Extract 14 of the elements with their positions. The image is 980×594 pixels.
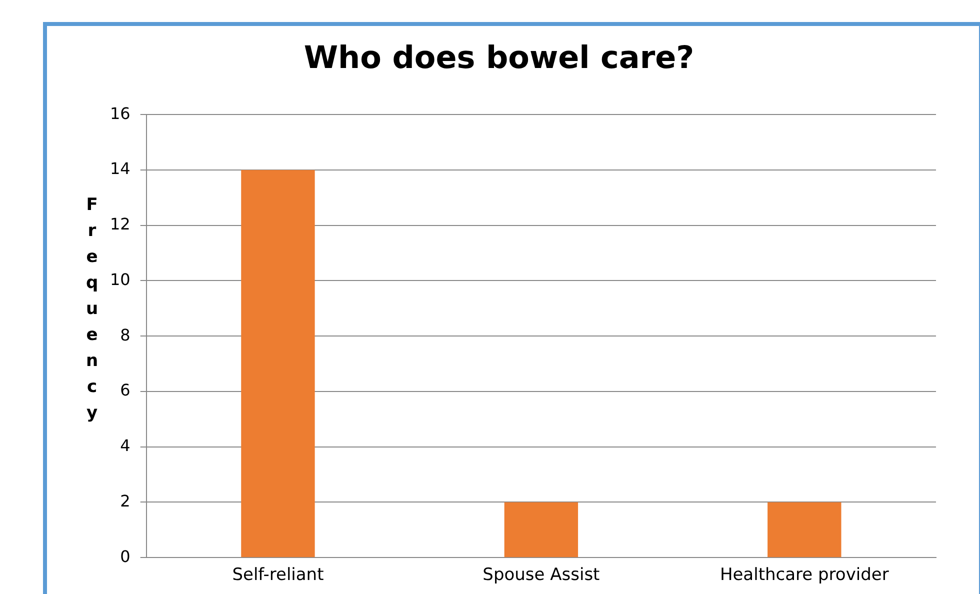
- y-tick-label: 8: [120, 325, 130, 344]
- y-tick-label: 0: [120, 546, 130, 566]
- y-tick-label: 16: [110, 104, 130, 123]
- chart-title: Who does bowel care?: [302, 40, 696, 76]
- y-tick-label: 12: [110, 214, 130, 234]
- y-tick-label: 14: [110, 159, 130, 178]
- y-tick-label: 4: [120, 436, 130, 456]
- x-tick-label: Spouse Assist: [482, 565, 600, 586]
- text: Frequency: [86, 195, 98, 423]
- y-tick-label: 10: [110, 270, 130, 289]
- x-tick-label: Self-reliant: [232, 565, 324, 586]
- y-tick-label: 6: [120, 380, 130, 400]
- x-tick-label: Healthcare provider: [720, 565, 889, 586]
- y-tick-label: 2: [120, 491, 130, 510]
